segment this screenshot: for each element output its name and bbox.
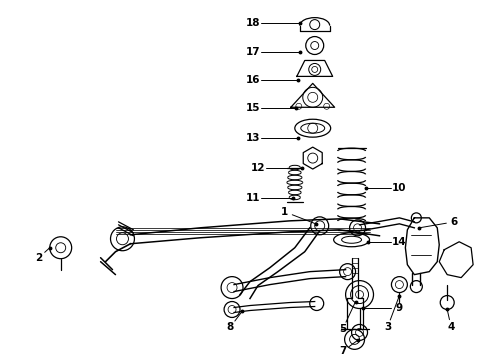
Text: 2: 2	[35, 253, 43, 263]
Text: 16: 16	[245, 75, 260, 85]
Text: 3: 3	[384, 323, 391, 332]
Text: 1: 1	[281, 207, 289, 217]
Text: 5: 5	[339, 324, 346, 334]
Text: 18: 18	[245, 18, 260, 28]
Text: 17: 17	[245, 48, 260, 58]
Circle shape	[345, 280, 373, 309]
Text: 11: 11	[245, 193, 260, 203]
Text: 6: 6	[451, 217, 458, 227]
Text: 10: 10	[392, 183, 407, 193]
Text: 4: 4	[447, 323, 455, 332]
Circle shape	[311, 217, 329, 235]
Text: 8: 8	[226, 323, 234, 332]
Text: 9: 9	[396, 302, 403, 312]
Text: 14: 14	[392, 237, 407, 247]
Text: 15: 15	[245, 103, 260, 113]
Text: 7: 7	[339, 346, 346, 356]
Text: 13: 13	[245, 133, 260, 143]
Text: 12: 12	[251, 163, 265, 173]
